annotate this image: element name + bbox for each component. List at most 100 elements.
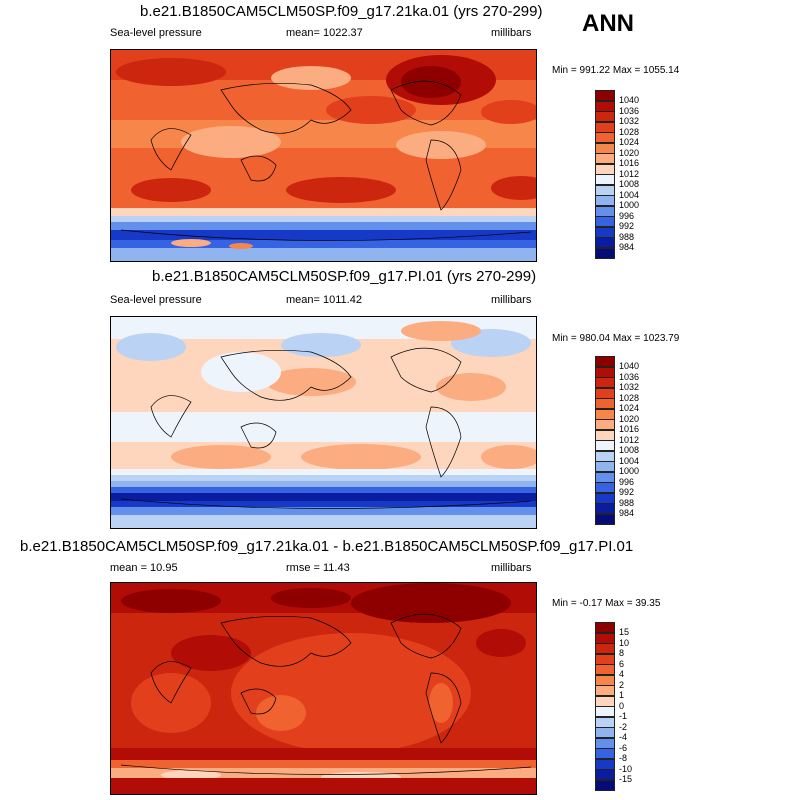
panel-2-map <box>110 316 537 529</box>
colorbar-swatch <box>595 205 615 217</box>
colorbar-swatch <box>595 450 615 462</box>
colorbar-label: 1032 <box>619 116 640 126</box>
panel-2-field <box>111 317 536 528</box>
colorbar-label: -2 <box>619 721 628 732</box>
colorbar-label: 1024 <box>619 137 640 147</box>
colorbar-swatch <box>595 513 615 525</box>
colorbar-swatch <box>595 366 615 378</box>
colorbar-swatch <box>595 664 615 675</box>
colorbar-swatch <box>595 461 615 472</box>
panel-2-minmax: Min = 980.04 Max = 1023.79 <box>552 333 680 344</box>
colorbar-swatch <box>595 685 615 696</box>
panel-2-title: b.e21.B1850CAM5CLM50SP.f09_g17.PI.01 (yr… <box>152 268 537 285</box>
colorbar-label: 1036 <box>619 105 640 116</box>
colorbar-label: 1004 <box>619 455 640 466</box>
colorbar-swatch <box>595 387 615 399</box>
colorbar-swatch <box>595 216 615 227</box>
colorbar-label: 1012 <box>619 168 640 179</box>
colorbar-label: 1032 <box>619 382 640 392</box>
colorbar-label: 15 <box>619 627 630 637</box>
colorbar-label: -8 <box>619 753 628 763</box>
colorbar-swatch <box>595 643 615 654</box>
colorbar-swatch <box>595 471 615 483</box>
colorbar-label: 996 <box>619 476 635 487</box>
colorbar-swatch <box>595 748 615 759</box>
colorbar-label: 1020 <box>619 413 640 424</box>
panel-1-field <box>111 50 536 261</box>
colorbar-swatch <box>595 408 615 420</box>
colorbar-label: -15 <box>619 774 633 784</box>
panel-1-title: b.e21.B1850CAM5CLM50SP.f09_g17.21ka.01 (… <box>140 3 543 20</box>
colorbar-label: 0 <box>619 700 625 711</box>
panel-3-title: b.e21.B1850CAM5CLM50SP.f09_g17.21ka.01 -… <box>20 538 634 555</box>
colorbar-label: 984 <box>619 508 635 518</box>
colorbar-swatch <box>595 716 615 728</box>
colorbar-label: 984 <box>619 242 635 252</box>
colorbar-swatch <box>595 398 615 409</box>
panel-1-minmax: Min = 991.22 Max = 1055.14 <box>552 65 680 76</box>
colorbar-label: -4 <box>619 732 628 742</box>
colorbar-label: 988 <box>619 231 635 242</box>
colorbar-label: 1000 <box>619 466 640 476</box>
colorbar-label: 1036 <box>619 371 640 382</box>
colorbar-swatch <box>595 737 615 749</box>
colorbar-swatch <box>595 111 615 122</box>
colorbar-swatch <box>595 622 615 633</box>
colorbar-label: 988 <box>619 497 635 508</box>
colorbar-label: 1028 <box>619 126 640 137</box>
colorbar-swatch <box>595 653 615 665</box>
colorbar-label: 1040 <box>619 95 640 105</box>
colorbar-swatch <box>595 356 615 367</box>
colorbar-label: 1004 <box>619 189 640 200</box>
colorbar-label: -10 <box>619 763 633 774</box>
colorbar-swatch <box>595 695 615 707</box>
colorbar-label: 8 <box>619 648 625 658</box>
panel-2-mean-label: mean= 1011.42 <box>286 294 362 306</box>
colorbar-swatch <box>595 674 615 686</box>
colorbar-label: 1012 <box>619 434 640 445</box>
colorbar-label: 992 <box>619 487 635 497</box>
colorbar-label: 1008 <box>619 179 640 189</box>
panel-2-units-label: millibars <box>491 294 532 306</box>
panel-1-map <box>110 49 537 262</box>
panel-3-units-label: millibars <box>491 562 532 574</box>
colorbar-label: 1000 <box>619 200 640 210</box>
colorbar-label: 1020 <box>619 147 640 158</box>
panel-1-variable-label: Sea-level pressure <box>110 27 202 39</box>
panel-3-mean-label: mean = 10.95 <box>110 562 178 574</box>
colorbar-label: 2 <box>619 679 625 690</box>
panel-3-field <box>111 583 536 794</box>
colorbar-label: 1040 <box>619 361 640 371</box>
colorbar-swatch <box>595 132 615 143</box>
colorbar-swatch <box>595 174 615 185</box>
colorbar-swatch <box>595 440 615 451</box>
colorbar-swatch <box>595 492 615 504</box>
colorbar-swatch <box>595 482 615 493</box>
colorbar-label: 10 <box>619 637 630 648</box>
colorbar-swatch <box>595 237 615 248</box>
colorbar-swatch <box>595 90 615 101</box>
colorbar-label: 1028 <box>619 392 640 403</box>
panel-1-colorbar: 1040 1036 1032 1028 1024 1020 1016 1012 1008 1004… <box>595 90 695 259</box>
colorbar-swatch <box>595 429 615 441</box>
colorbar-label: 1 <box>619 690 625 700</box>
colorbar-label: 992 <box>619 221 635 231</box>
colorbar-label: 1008 <box>619 445 640 455</box>
panel-3-colorbar: 15 10 8 6 4 2 1 0 -1 -2 -4 -6 -8 -10 -15 <box>595 622 695 791</box>
season-label: ANN <box>582 10 634 37</box>
colorbar-swatch <box>595 758 615 770</box>
colorbar-label: 996 <box>619 210 635 221</box>
colorbar-swatch <box>595 779 615 791</box>
colorbar-swatch <box>595 184 615 196</box>
panel-2-variable-label: Sea-level pressure <box>110 294 202 306</box>
colorbar-swatch <box>595 247 615 259</box>
colorbar-swatch <box>595 163 615 175</box>
colorbar-label: 6 <box>619 658 625 669</box>
colorbar-swatch <box>595 195 615 206</box>
colorbar-swatch <box>595 100 615 112</box>
colorbar-label: 4 <box>619 669 625 679</box>
colorbar-swatch <box>595 632 615 644</box>
colorbar-label: 1016 <box>619 424 640 434</box>
colorbar-swatch <box>595 727 615 738</box>
panel-1-units-label: millibars <box>491 27 532 39</box>
